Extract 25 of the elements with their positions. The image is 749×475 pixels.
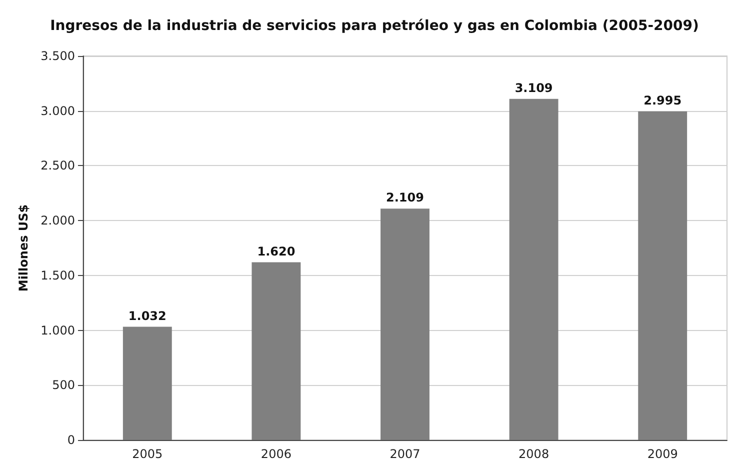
y-tick-label: 500 <box>52 378 75 392</box>
bar <box>509 98 558 440</box>
data-label: 2.109 <box>386 190 424 205</box>
y-tick-label: 2.000 <box>40 214 75 228</box>
y-tick-label: 1.500 <box>40 268 75 282</box>
data-label: 1.620 <box>257 244 296 258</box>
x-tick-label: 2006 <box>260 447 292 461</box>
bar <box>122 326 172 440</box>
y-tick-label: 1.000 <box>40 323 75 338</box>
y-tick-label: 3.000 <box>40 104 75 118</box>
bar <box>252 262 301 440</box>
y-tick-label: 0 <box>67 433 75 447</box>
x-tick-label: 2005 <box>132 447 163 461</box>
data-label: 3.109 <box>514 80 553 95</box>
data-label: 2.995 <box>644 93 682 108</box>
x-tick-label: 2007 <box>390 447 420 461</box>
y-axis-title: Millones US$ <box>16 204 31 292</box>
bar <box>380 208 430 440</box>
y-tick-label: 3.500 <box>40 49 75 63</box>
chart-title: Ingresos de la industria de servicios para petróleo y gas en Colombia (2005-2009) <box>50 18 699 34</box>
bar <box>638 111 688 440</box>
x-tick-label: 2008 <box>518 447 550 461</box>
x-tick-label: 2009 <box>647 447 678 461</box>
data-label: 1.032 <box>128 308 166 323</box>
y-tick-label: 2.500 <box>40 158 75 173</box>
